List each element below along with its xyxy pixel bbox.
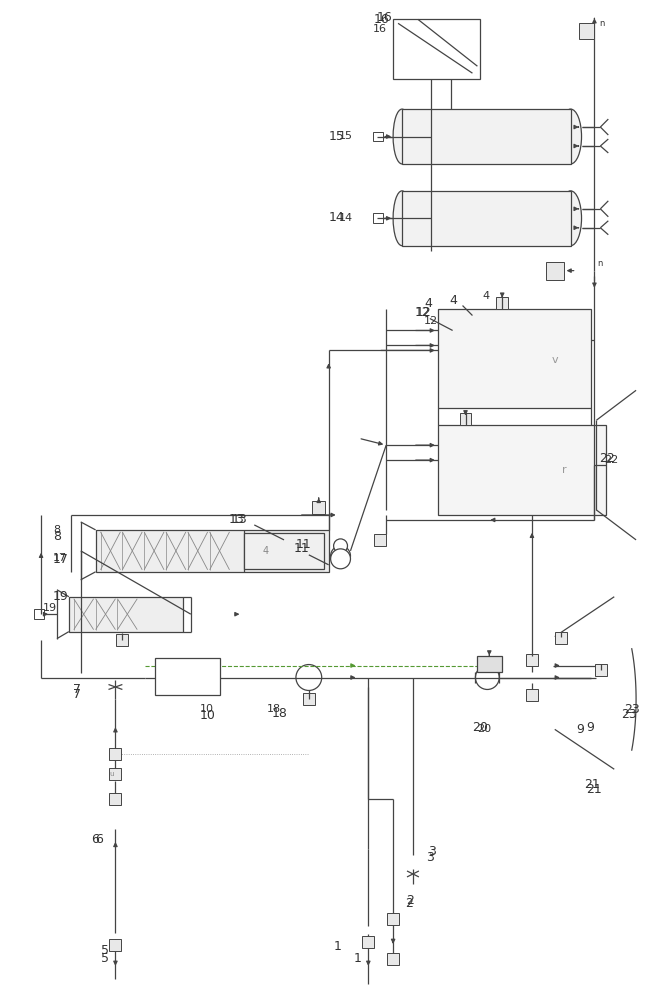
Bar bbox=[110, 793, 121, 805]
Text: 22: 22 bbox=[599, 452, 615, 465]
Text: 12: 12 bbox=[415, 306, 431, 319]
Text: 4: 4 bbox=[482, 291, 490, 301]
Text: 12: 12 bbox=[424, 316, 438, 326]
Bar bbox=[110, 748, 121, 760]
Bar bbox=[546, 262, 564, 280]
Bar bbox=[496, 297, 508, 309]
Text: 11: 11 bbox=[294, 542, 310, 555]
Text: 13: 13 bbox=[232, 513, 247, 526]
Bar bbox=[312, 501, 325, 514]
Text: 12: 12 bbox=[416, 306, 432, 319]
Bar bbox=[438, 309, 591, 408]
Text: 11: 11 bbox=[296, 538, 312, 551]
Text: 18: 18 bbox=[267, 704, 281, 714]
Bar bbox=[402, 109, 571, 164]
Bar bbox=[373, 213, 383, 223]
Text: u: u bbox=[110, 771, 114, 777]
Bar bbox=[244, 533, 324, 569]
Bar bbox=[595, 664, 608, 676]
Bar bbox=[374, 534, 386, 546]
Bar bbox=[438, 425, 606, 515]
Text: 17: 17 bbox=[53, 553, 67, 563]
Text: 9: 9 bbox=[577, 723, 584, 736]
Text: 2: 2 bbox=[405, 897, 413, 910]
Text: 20: 20 bbox=[472, 721, 488, 734]
Bar bbox=[110, 768, 121, 780]
Bar bbox=[526, 689, 538, 701]
Bar bbox=[303, 693, 315, 705]
Text: 19: 19 bbox=[53, 590, 69, 603]
Circle shape bbox=[475, 666, 499, 689]
Bar bbox=[402, 191, 571, 246]
Text: r: r bbox=[562, 465, 566, 475]
Text: 15: 15 bbox=[339, 131, 353, 141]
Text: 1: 1 bbox=[333, 940, 341, 953]
Text: 16: 16 bbox=[376, 11, 392, 24]
Text: 1: 1 bbox=[353, 952, 361, 965]
Bar bbox=[555, 632, 567, 644]
Text: 9: 9 bbox=[586, 721, 595, 734]
Text: 7: 7 bbox=[73, 688, 81, 701]
Text: 5: 5 bbox=[101, 944, 108, 957]
Circle shape bbox=[296, 665, 322, 690]
Bar bbox=[155, 658, 219, 695]
Text: 23: 23 bbox=[621, 708, 637, 721]
Text: 6: 6 bbox=[95, 833, 103, 846]
Text: n: n bbox=[597, 259, 603, 268]
Bar bbox=[95, 530, 329, 572]
Ellipse shape bbox=[560, 191, 582, 246]
Ellipse shape bbox=[560, 109, 582, 164]
Bar bbox=[393, 19, 481, 79]
Text: 10: 10 bbox=[200, 704, 213, 714]
Text: 16: 16 bbox=[373, 13, 389, 26]
Text: 14: 14 bbox=[329, 211, 344, 224]
Text: 13: 13 bbox=[228, 513, 244, 526]
Text: 23: 23 bbox=[624, 703, 640, 716]
Bar bbox=[477, 656, 502, 672]
Text: 3: 3 bbox=[428, 845, 435, 858]
Bar bbox=[34, 609, 44, 619]
Text: 5: 5 bbox=[101, 952, 108, 965]
Text: v: v bbox=[551, 355, 559, 365]
Bar bbox=[387, 953, 399, 965]
Text: 14: 14 bbox=[339, 213, 353, 223]
Bar bbox=[387, 913, 399, 925]
Text: 21: 21 bbox=[586, 783, 602, 796]
Text: 21: 21 bbox=[584, 778, 600, 791]
Text: 20: 20 bbox=[477, 724, 491, 734]
Text: 17: 17 bbox=[53, 553, 69, 566]
Ellipse shape bbox=[393, 109, 411, 164]
Text: 15: 15 bbox=[329, 130, 344, 143]
Text: 7: 7 bbox=[73, 683, 81, 696]
Circle shape bbox=[331, 546, 350, 566]
Text: 2: 2 bbox=[406, 894, 414, 907]
Text: 8: 8 bbox=[53, 525, 60, 535]
Text: 10: 10 bbox=[200, 709, 215, 722]
Bar bbox=[110, 939, 121, 951]
Ellipse shape bbox=[393, 191, 411, 246]
Text: 3: 3 bbox=[426, 851, 433, 864]
Circle shape bbox=[331, 549, 350, 569]
Bar bbox=[459, 413, 471, 425]
Bar bbox=[373, 132, 383, 141]
Text: 19: 19 bbox=[43, 603, 57, 613]
Text: 18: 18 bbox=[272, 707, 288, 720]
Text: 6: 6 bbox=[91, 833, 99, 846]
Text: 16: 16 bbox=[373, 24, 387, 34]
Text: 4: 4 bbox=[425, 297, 433, 310]
Text: n: n bbox=[599, 19, 605, 28]
Text: 22: 22 bbox=[604, 455, 619, 465]
Bar bbox=[362, 936, 374, 948]
Text: 4: 4 bbox=[263, 546, 268, 556]
Bar bbox=[117, 634, 128, 646]
Bar bbox=[579, 23, 595, 39]
Text: 4: 4 bbox=[450, 294, 457, 307]
Bar bbox=[526, 654, 538, 666]
Bar bbox=[69, 597, 183, 632]
Circle shape bbox=[333, 539, 348, 553]
Text: 8: 8 bbox=[53, 530, 61, 543]
